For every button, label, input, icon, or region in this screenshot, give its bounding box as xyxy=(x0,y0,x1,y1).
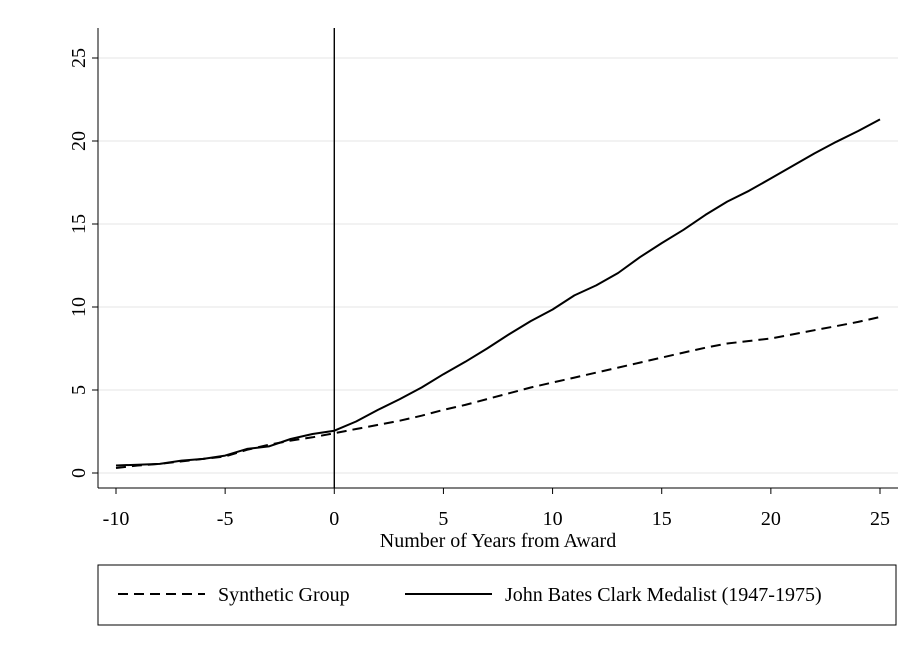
x-tick-label-2: 0 xyxy=(329,508,339,530)
legend-label-medalist: John Bates Clark Medalist (1947-1975) xyxy=(505,584,822,606)
legend: Synthetic Group John Bates Clark Medalis… xyxy=(97,564,897,626)
y-tick-label-2: 10 xyxy=(68,297,90,317)
series-line-1 xyxy=(115,118,881,467)
legend-label-synthetic: Synthetic Group xyxy=(218,584,350,606)
legend-box xyxy=(97,564,897,626)
y-tick-label-1: 5 xyxy=(68,385,90,395)
y-tick-label-5: 25 xyxy=(68,48,90,68)
y-tick-label-4: 20 xyxy=(68,131,90,151)
x-tick-label-4: 10 xyxy=(543,508,563,530)
y-tick-label-3: 15 xyxy=(68,214,90,234)
series-line-0 xyxy=(115,316,881,469)
x-tick-label-7: 25 xyxy=(870,508,890,530)
x-axis-label: Number of Years from Award xyxy=(380,530,616,552)
x-ticks: -10 -5 0 5 10 15 20 25 xyxy=(103,488,890,530)
x-tick-label-6: 20 xyxy=(761,508,781,530)
x-tick-label-5: 15 xyxy=(652,508,672,530)
y-ticks: 0 5 10 15 20 25 xyxy=(68,48,98,478)
series-group xyxy=(115,118,881,469)
x-tick-label-3: 5 xyxy=(438,508,448,530)
x-tick-label-0: -10 xyxy=(103,508,130,530)
x-tick-label-1: -5 xyxy=(217,508,234,530)
gridlines xyxy=(98,57,898,474)
y-tick-label-0: 0 xyxy=(68,468,90,478)
